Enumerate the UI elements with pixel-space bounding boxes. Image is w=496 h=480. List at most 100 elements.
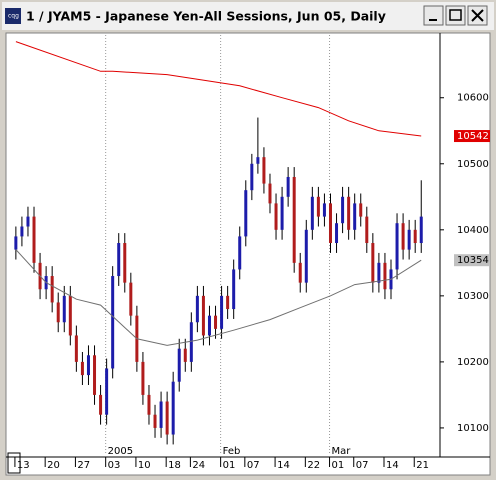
x-tick-label: 10 [138, 460, 151, 471]
price-tag [454, 130, 490, 143]
candle-body [383, 262, 387, 290]
candle-body [226, 295, 230, 310]
candle-body [413, 229, 417, 244]
candle-body [316, 196, 320, 217]
candle-body [201, 295, 205, 336]
close-glyph [471, 9, 484, 22]
period-label: 2005 [108, 446, 133, 457]
candle-body [20, 226, 24, 237]
candle-body [244, 190, 248, 237]
candle-body [377, 262, 381, 283]
candle-body [159, 401, 163, 428]
minimize-button[interactable] [423, 5, 444, 26]
price-tag-label: 10542 [457, 131, 489, 142]
candle-body [292, 176, 296, 263]
candle-body [86, 355, 90, 376]
x-tick-label: 22 [307, 460, 320, 471]
x-tick-label: 01 [332, 460, 345, 471]
candle-body [298, 262, 302, 283]
app-icon [5, 8, 21, 24]
candle-body [232, 269, 236, 310]
x-tick-label: 20 [47, 460, 60, 471]
x-tick-label: 14 [277, 460, 290, 471]
candle-body [401, 223, 405, 250]
x-tick-label: 27 [77, 460, 90, 471]
candle-body [347, 196, 351, 230]
x-tick-label: 24 [192, 460, 205, 471]
candle-body [177, 348, 181, 382]
candle-body [183, 348, 187, 362]
candle-body [335, 223, 339, 244]
candle-body [195, 295, 199, 323]
x-tick-label: 18 [168, 460, 181, 471]
x-tick-label: 14 [386, 460, 399, 471]
candle-body [365, 216, 369, 244]
price-tag-label: 10354 [457, 255, 489, 266]
candle-body [207, 315, 211, 336]
candle-body [419, 216, 423, 244]
title-bar [2, 2, 494, 30]
candle-body [322, 203, 326, 217]
candle-body [256, 157, 260, 164]
candle-body [395, 223, 399, 270]
candle-body [214, 315, 218, 329]
moving-average-line [15, 41, 422, 137]
window-title: 1 / JYAM5 - Japanese Yen-All Sessions, J… [26, 9, 386, 24]
y-tick-label: 10300 [457, 291, 489, 302]
candle-body [32, 216, 36, 263]
x-tick-label: 07 [356, 460, 369, 471]
candle-body [341, 196, 345, 224]
price-tag [454, 254, 490, 267]
period-label: Mar [332, 446, 352, 457]
candle-body [99, 394, 103, 415]
candle-body [286, 176, 290, 197]
candle-body [268, 183, 272, 204]
candle-body [220, 295, 224, 329]
candle-body [304, 229, 308, 283]
candle-body [141, 361, 145, 395]
moving-average-line [15, 249, 422, 346]
y-tick-label: 10400 [457, 225, 489, 236]
y-tick-label: 10500 [457, 159, 489, 170]
candle-body [147, 394, 151, 415]
period-label: Feb [223, 446, 241, 457]
y-tick-label: 10200 [457, 357, 489, 368]
candle-body [250, 163, 254, 191]
app-icon-glyph: cqg [8, 13, 19, 20]
candle-body [407, 229, 411, 250]
maximize-button[interactable] [445, 5, 466, 26]
candle-body [105, 368, 109, 415]
y-tick-label: 10100 [457, 423, 489, 434]
x-tick-label: 21 [416, 460, 429, 471]
candle-body [68, 295, 72, 336]
candle-body [62, 295, 66, 323]
candle-body [310, 196, 314, 230]
candle-body [238, 236, 242, 270]
x-tick-label: 13 [17, 460, 30, 471]
y-tick-label: 10600 [457, 93, 489, 104]
candle-body [171, 381, 175, 435]
candle-body [50, 276, 54, 303]
candle-body [74, 335, 78, 362]
candle-body [111, 276, 115, 369]
maximize-glyph [449, 9, 462, 21]
candle-body [129, 282, 133, 316]
candle-body [80, 361, 84, 376]
candle-body [153, 414, 157, 428]
candle-body [26, 216, 30, 227]
scroll-handle[interactable] [7, 452, 21, 474]
x-tick-label: 07 [247, 460, 260, 471]
x-tick-label: 03 [108, 460, 121, 471]
candle-body [262, 157, 266, 184]
candle-body [189, 322, 193, 362]
candle-body [56, 302, 60, 323]
candle-body [123, 243, 127, 283]
candle-body [165, 401, 169, 435]
candle-body [117, 243, 121, 277]
chart-panel [5, 32, 491, 476]
candle-body [14, 236, 18, 250]
candle-body [93, 355, 97, 395]
candle-body [371, 243, 375, 283]
window-buttons [423, 5, 488, 26]
